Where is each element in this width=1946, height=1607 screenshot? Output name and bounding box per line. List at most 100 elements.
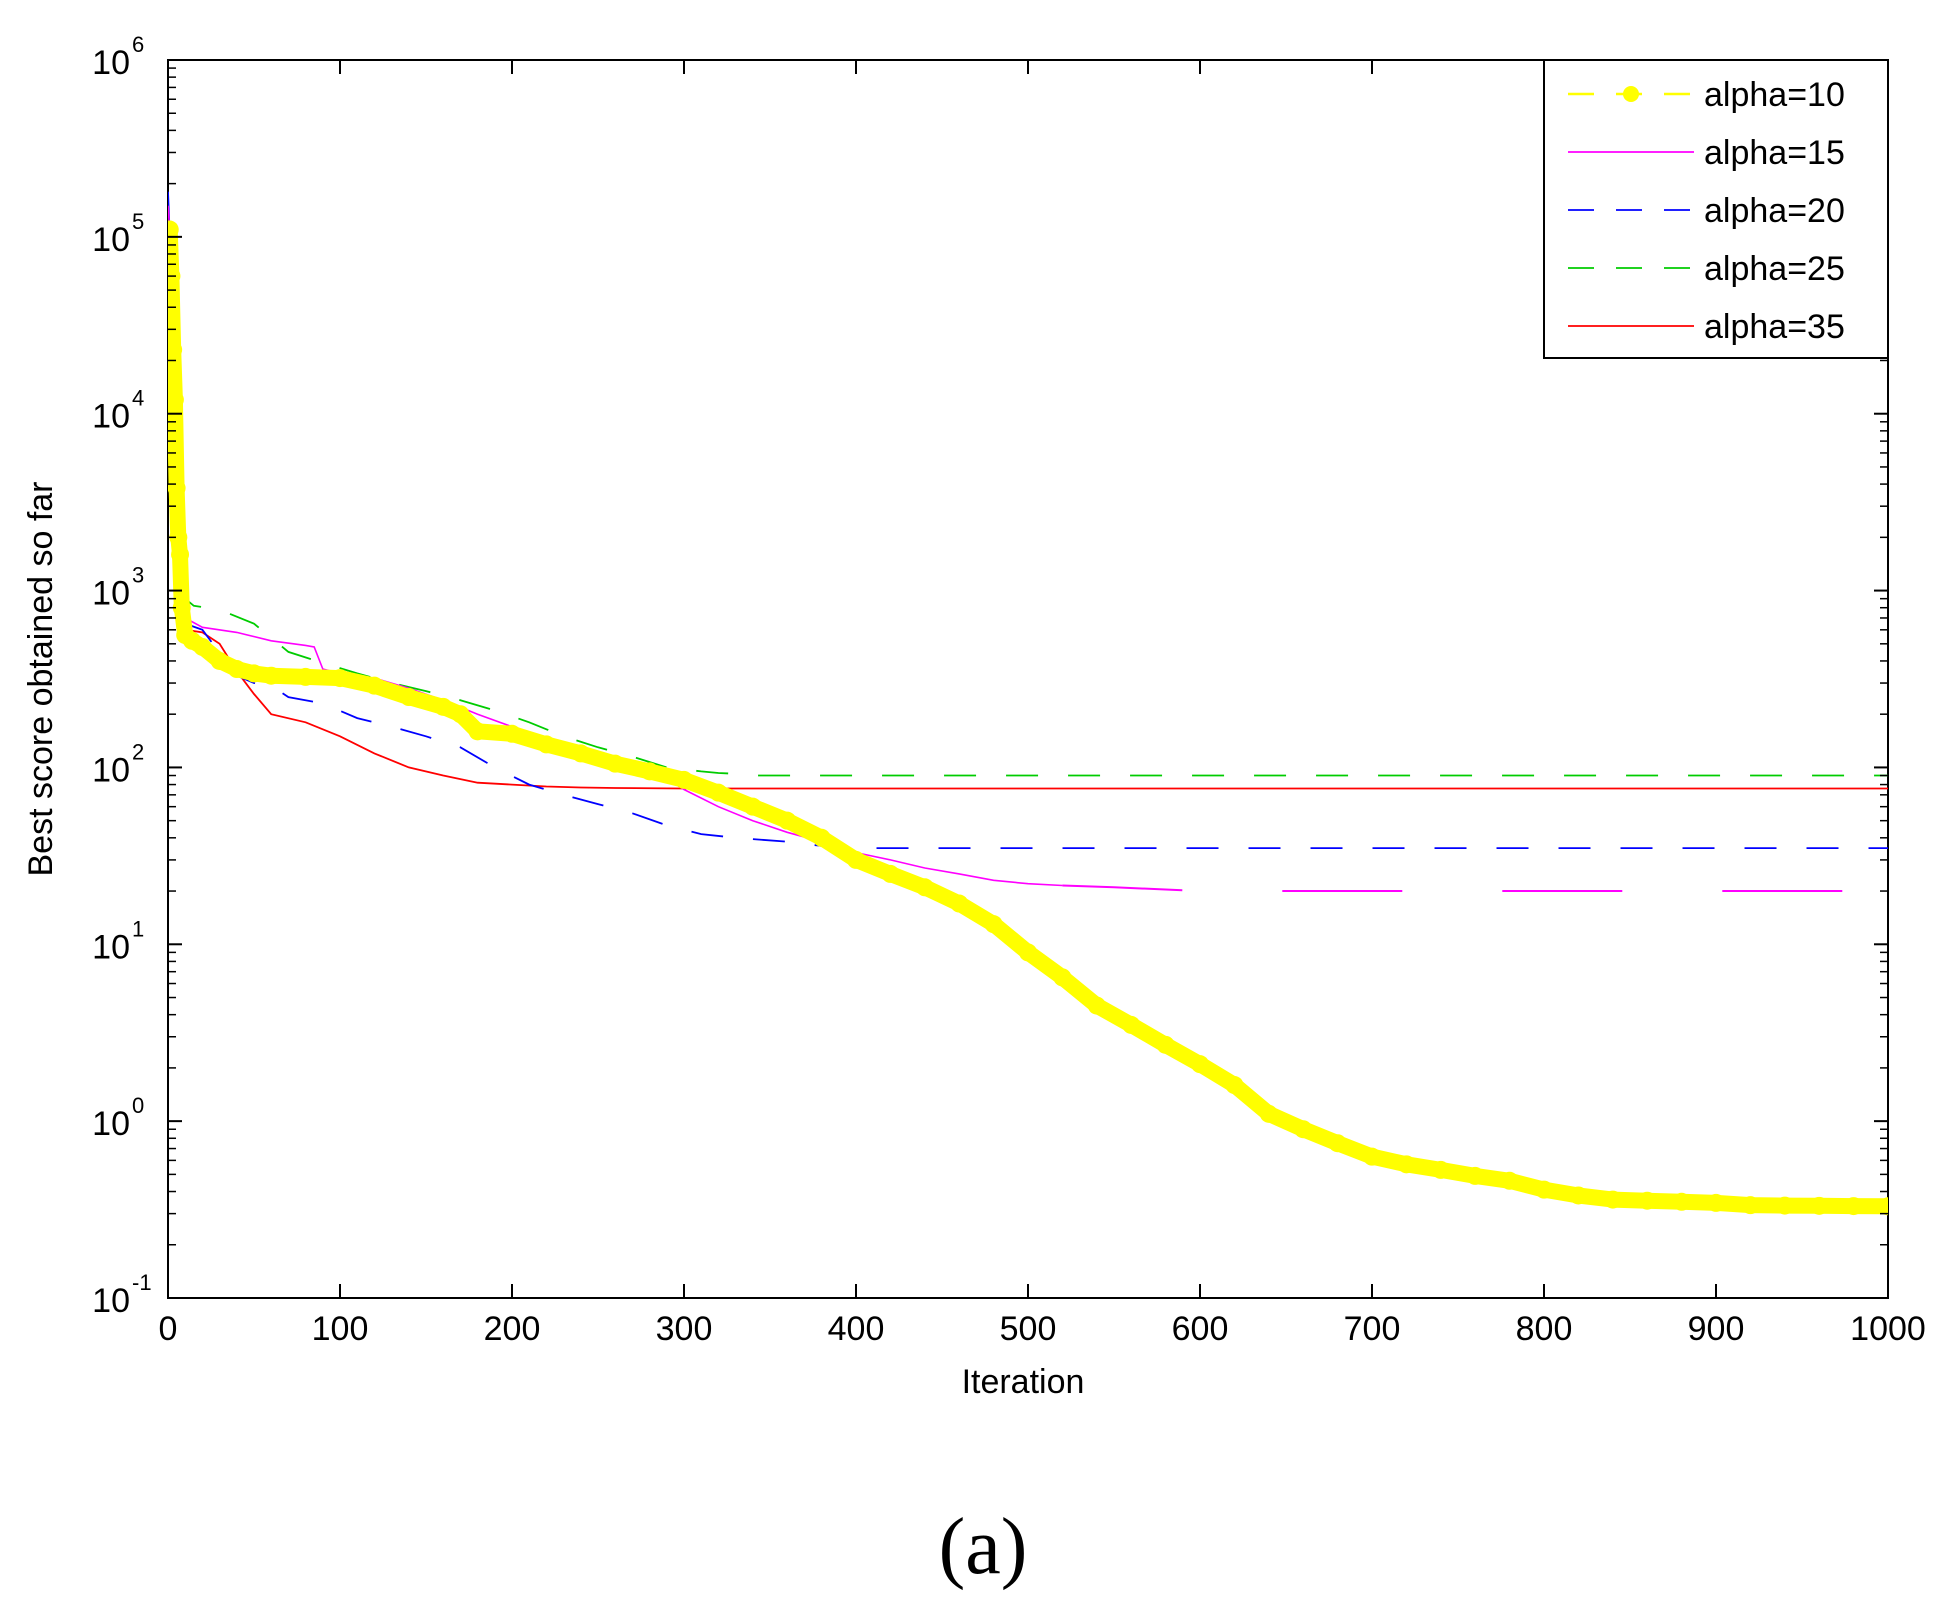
legend-box [1543,59,1889,359]
series-point-alpha10 [1225,1076,1244,1095]
series-line-alpha15 [168,205,1063,887]
x-tick-label: 200 [484,1310,541,1348]
y-tick-label: 10 0 [92,1093,144,1143]
series-point-alpha10 [503,724,521,743]
series-point-alpha10 [675,770,693,789]
x-tick-label: 1000 [1850,1310,1926,1348]
y-tick-base: 10 [92,575,130,613]
series-point-alpha10 [1603,1190,1622,1209]
legend-label: alpha=20 [1704,192,1845,230]
y-tick-base: 10 [92,1105,130,1143]
series-point-alpha10 [640,762,659,781]
series-point-alpha10 [331,669,349,688]
series-point-alpha10 [1638,1191,1657,1210]
series-point-alpha10 [399,688,418,707]
y-tick-label: 10 5 [92,209,144,259]
y-tick-base: 10 [92,928,130,966]
y-tick-label: 10 1 [92,916,144,966]
legend-item: alpha=20 [1568,192,1845,230]
series-point-alpha10 [743,797,762,816]
series-point-alpha10 [1844,1197,1863,1216]
series-point-alpha10 [245,664,263,683]
series-point-alpha10 [984,915,1003,934]
series-point-alpha10 [881,864,900,883]
series-point-alpha10 [171,545,190,564]
series-point-alpha10 [227,660,246,679]
x-tick-label: 600 [1172,1310,1229,1348]
series-point-alpha10 [778,811,797,830]
series-point-alpha10 [537,735,556,754]
series-point-alpha10 [1363,1147,1381,1166]
series-point-alpha10 [1535,1180,1553,1199]
y-tick-exponent: 6 [132,32,144,57]
series-point-alpha10 [1087,996,1106,1015]
series-point-alpha10 [434,697,453,716]
series-point-alpha10 [915,878,934,897]
panel-label: (a) [939,1503,1028,1591]
series-point-alpha10 [1500,1171,1519,1190]
series-point-alpha10 [1775,1196,1794,1215]
y-tick-base: 10 [92,1282,130,1320]
series-point-alpha10 [812,828,831,847]
series-point-alpha10 [1191,1055,1209,1074]
x-tick-label: 700 [1344,1310,1401,1348]
y-tick-label: 10 -1 [92,1270,151,1320]
legend-label: alpha=10 [1704,76,1845,114]
series-layer [168,191,1888,1216]
series-point-alpha10 [210,651,229,670]
y-tick-exponent: 1 [132,916,144,941]
x-tick-label: 0 [159,1310,178,1348]
y-tick-exponent: 3 [132,563,144,588]
x-tick-label: 500 [1000,1310,1057,1348]
legend-label: alpha=35 [1704,308,1845,346]
series-point-alpha10 [193,637,212,656]
legend-label: alpha=25 [1704,250,1845,288]
series-point-alpha10 [1569,1186,1588,1205]
series-point-alpha10 [168,340,183,359]
series-point-alpha10 [1053,968,1072,987]
x-tick-label: 300 [656,1310,713,1348]
series-point-alpha10 [168,390,184,409]
legend-item: alpha=25 [1568,250,1845,288]
series-point-alpha10 [1259,1104,1278,1123]
legend-marker [1623,86,1639,102]
y-axis-title: Best score obtained so far [22,481,60,876]
x-axis-title: Iteration [962,1363,1085,1401]
series-point-alpha10 [1397,1155,1416,1174]
y-tick-label: 10 6 [92,32,144,82]
series-point-alpha10 [1122,1015,1141,1034]
y-tick-label: 10 3 [92,563,144,613]
series-point-alpha10 [571,744,590,763]
series-point-alpha10 [950,894,969,913]
series-point-alpha10 [262,666,281,685]
series-point-alpha10 [1810,1196,1829,1215]
y-tick-exponent: 4 [132,386,144,411]
series-point-alpha10 [1879,1197,1888,1216]
series-point-alpha10 [172,598,191,617]
series-point-alpha10 [1156,1035,1175,1054]
y-tick-base: 10 [92,398,130,436]
y-tick-exponent: 5 [132,209,144,234]
legend-item: alpha=10 [1568,76,1845,114]
legend-item: alpha=15 [1568,134,1845,172]
y-tick-base: 10 [92,221,130,259]
y-tick-base: 10 [92,751,130,789]
series-point-alpha10 [296,667,315,686]
series-point-alpha10 [709,783,728,802]
series-point-alpha10 [1672,1192,1691,1211]
series-point-alpha10 [847,850,865,869]
series-point-alpha10 [1741,1196,1760,1215]
series-point-alpha10 [168,220,179,239]
y-tick-label: 10 4 [92,386,144,436]
x-tick-label: 400 [828,1310,885,1348]
series-point-alpha10 [1294,1120,1313,1139]
legend: alpha=10 alpha=15 alpha=20 alpha=25 alpha=35 [1543,59,1889,359]
series-point-alpha10 [1431,1160,1450,1179]
series-point-alpha10 [468,722,487,741]
series-point-alpha10 [168,479,186,498]
x-tick-label: 800 [1516,1310,1573,1348]
x-tick-labels: 0 100 200 300 400 500 600 700 800 900 1000 [159,1310,1926,1348]
